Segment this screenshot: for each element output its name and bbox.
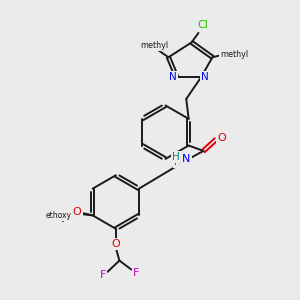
Text: F: F [133,268,139,278]
Text: H: H [172,152,180,162]
Text: N: N [169,72,177,82]
Text: Cl: Cl [197,20,208,30]
Text: N: N [182,154,190,164]
Text: H: H [174,157,182,167]
Text: N: N [201,72,209,82]
Text: O: O [73,207,82,218]
Text: O: O [71,206,80,217]
Text: methyl: methyl [220,50,248,59]
Text: O: O [111,239,120,249]
Text: ethoxy: ethoxy [46,211,71,220]
Text: F: F [100,270,106,280]
Text: N: N [183,157,191,167]
Text: O: O [217,133,226,143]
Text: methyl: methyl [140,41,168,50]
